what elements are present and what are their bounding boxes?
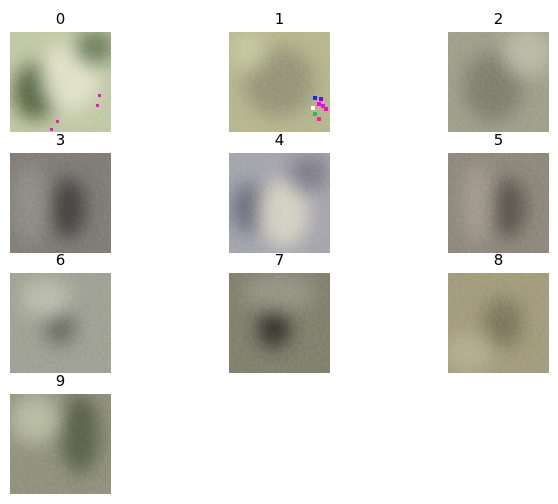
- image-noise: [10, 273, 111, 373]
- image-noise: [448, 273, 549, 373]
- image-noise: [229, 32, 330, 132]
- image-noise: [10, 394, 111, 494]
- thumbnail-image: [10, 153, 111, 253]
- image-noise: [229, 153, 330, 253]
- panel-title: 7: [275, 251, 285, 269]
- panel-title: 4: [275, 131, 285, 149]
- image-pixel: [319, 97, 323, 101]
- image-pixel: [313, 96, 317, 100]
- image-noise: [448, 153, 549, 253]
- panel-title: 6: [56, 251, 66, 269]
- image-pixel: [50, 128, 53, 131]
- image-noise: [10, 153, 111, 253]
- image-pixel: [98, 94, 101, 97]
- image-pixel: [96, 104, 99, 107]
- image-pixel: [317, 102, 321, 106]
- panel-title: 5: [494, 131, 504, 149]
- thumbnail-image: [229, 153, 330, 253]
- thumbnail-image: [229, 32, 330, 132]
- panel-title: 2: [494, 10, 504, 28]
- thumbnail-image: [10, 32, 111, 132]
- thumbnail-image: [448, 273, 549, 373]
- image-noise: [448, 32, 549, 132]
- thumbnail-image: [10, 394, 111, 494]
- panel-title: 3: [56, 131, 66, 149]
- panel-title: 0: [56, 10, 66, 28]
- panel-title: 1: [275, 10, 285, 28]
- image-pixel: [311, 106, 315, 110]
- image-pixel: [317, 117, 321, 121]
- thumbnail-image: [10, 273, 111, 373]
- panel-title: 8: [494, 251, 504, 269]
- image-noise: [10, 32, 111, 132]
- thumbnail-image: [448, 153, 549, 253]
- thumbnail-image: [229, 273, 330, 373]
- image-noise: [229, 273, 330, 373]
- image-pixel: [321, 104, 325, 108]
- image-pixel: [313, 112, 317, 116]
- image-pixel: [324, 107, 328, 111]
- panel-title: 9: [56, 372, 66, 390]
- thumbnail-image: [448, 32, 549, 132]
- image-pixel: [56, 120, 59, 123]
